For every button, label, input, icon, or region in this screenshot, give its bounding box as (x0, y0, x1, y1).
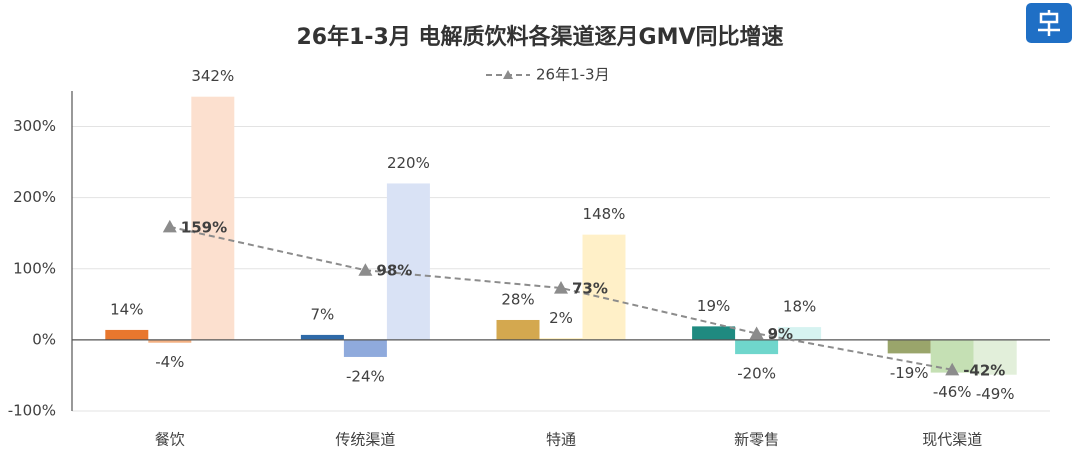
data-label: 19% (697, 297, 730, 315)
data-label: 7% (311, 305, 335, 323)
data-label: 342% (191, 67, 234, 85)
bar (148, 339, 192, 343)
line-marker (749, 326, 764, 340)
data-label: -46% (933, 383, 972, 401)
bar (343, 339, 387, 357)
bar (582, 234, 626, 340)
bar (692, 326, 736, 340)
line-marker (358, 263, 373, 276)
data-label: 28% (501, 290, 534, 308)
x-tick-label: 新零售 (734, 431, 779, 449)
data-label: 18% (783, 298, 816, 316)
y-tick-label: 200% (13, 188, 56, 206)
x-tick-label: 传统渠道 (335, 431, 395, 449)
line-label: 9% (768, 325, 793, 343)
logo (1026, 3, 1072, 43)
data-label: 14% (110, 300, 143, 318)
y-tick-label: 100% (13, 259, 56, 277)
bar (973, 339, 1017, 375)
data-label: 2% (549, 309, 573, 327)
line-marker (162, 219, 177, 233)
x-tick-label: 特通 (546, 431, 576, 449)
bar (105, 329, 149, 340)
chart-title: 26年1-3月 电解质饮料各渠道逐月GMV同比增速 (297, 24, 784, 50)
line-label: 159% (181, 218, 227, 236)
bar (887, 339, 931, 354)
line-marker (945, 362, 960, 376)
line-label: -42% (963, 361, 1005, 379)
bar (539, 338, 583, 340)
data-label: -4% (155, 353, 184, 371)
line-label: 73% (572, 279, 608, 297)
line-label: 98% (376, 262, 412, 280)
line-marker (554, 280, 568, 294)
y-tick-label: 0% (32, 330, 56, 348)
data-label: -49% (976, 385, 1015, 403)
bar (191, 96, 235, 340)
y-tick-label: 300% (13, 117, 56, 135)
bar (778, 327, 822, 340)
data-label: 220% (387, 154, 430, 172)
data-label: -24% (346, 367, 385, 385)
bar (735, 339, 779, 355)
data-label: -20% (737, 365, 776, 383)
x-tick-label: 餐饮 (155, 431, 185, 449)
line (169, 225, 953, 371)
bar (386, 183, 430, 340)
data-label: 148% (583, 205, 626, 223)
bar (496, 319, 540, 340)
y-tick-label: -100% (8, 402, 56, 420)
legend-label: 26年1-3月 (536, 66, 610, 84)
x-tick-label: 现代渠道 (922, 431, 982, 449)
legend-marker (503, 70, 513, 79)
bar (300, 334, 344, 340)
data-label: -19% (890, 364, 929, 382)
